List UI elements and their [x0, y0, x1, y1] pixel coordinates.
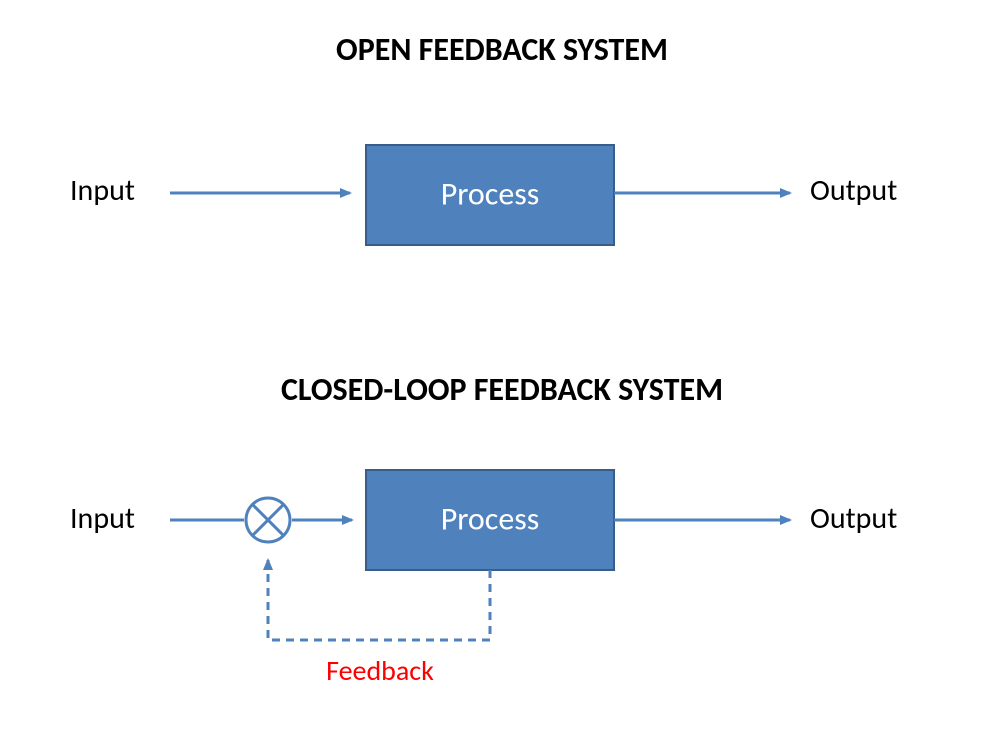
feedback-label: Feedback [326, 653, 434, 688]
open-output-label: Output [810, 172, 897, 209]
closed-title: CLOSED-LOOP FEEDBACK SYSTEM [281, 370, 723, 409]
closed-process-label: Process [441, 500, 540, 539]
feedback-path [268, 560, 490, 640]
closed-input-label: Input [70, 500, 135, 537]
open-input-label: Input [70, 172, 135, 209]
open-title: OPEN FEEDBACK SYSTEM [336, 30, 668, 69]
open-process-label: Process [441, 175, 540, 214]
closed-output-label: Output [810, 500, 897, 537]
